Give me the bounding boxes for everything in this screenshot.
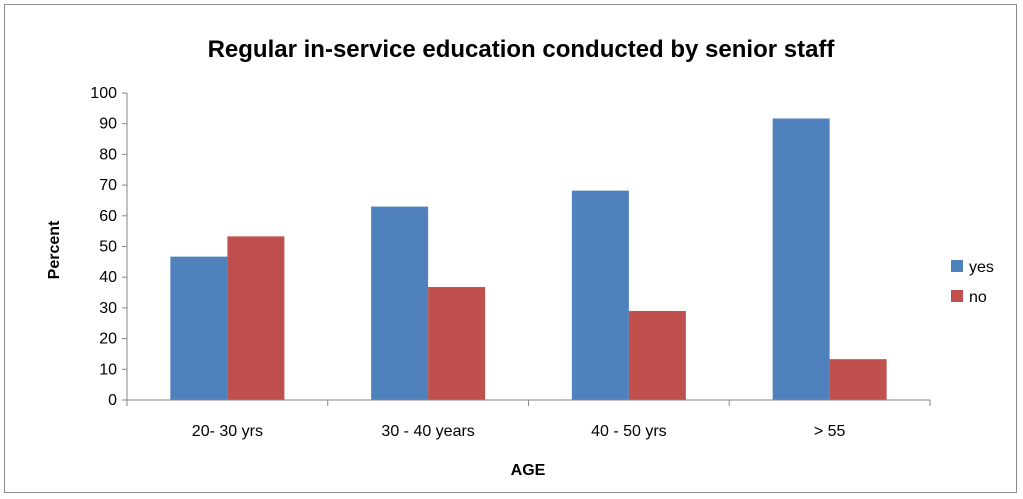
y-tick-label: 20 [99,331,117,348]
bars-group [170,118,887,400]
y-tick-label: 70 [99,177,117,194]
bar-yes [571,190,629,400]
legend-swatch-yes [951,260,963,272]
y-tick-label: 0 [108,392,117,409]
y-tick-label: 90 [99,116,117,133]
y-axis-ticks: 0 10 20 30 40 50 60 70 80 90 100 [90,85,127,409]
y-tick-label: 30 [99,300,117,317]
x-tick-label: 40 - 50 yrs [591,423,667,440]
x-tick-label: > 55 [814,423,846,440]
x-tick-label: 20- 30 yrs [192,423,263,440]
y-tick-label: 50 [99,239,117,256]
bar-yes [371,206,429,400]
bar-no [428,287,486,400]
bar-chart: Regular in-service education conducted b… [46,36,994,479]
y-tick-label: 60 [99,208,117,225]
y-tick-label: 100 [90,85,117,102]
chart-title: Regular in-service education conducted b… [208,36,836,63]
bar-yes [170,256,228,400]
y-axis-title: Percent [46,220,63,279]
y-tick-label: 40 [99,269,117,286]
x-axis-ticks: 20- 30 yrs 30 - 40 years 40 - 50 yrs > 55 [126,400,931,440]
bar-no [227,236,285,400]
bar-no [628,310,686,400]
y-tick-label: 80 [99,146,117,163]
legend-label-no: no [969,289,987,306]
bar-no [829,359,887,400]
y-tick-label: 10 [99,361,117,378]
bar-yes [772,118,830,400]
legend-label-yes: yes [969,259,994,276]
legend-swatch-no [951,290,963,302]
x-tick-label: 30 - 40 years [381,423,474,440]
legend: yes no [951,259,994,306]
x-axis-title: AGE [511,462,546,479]
chart-frame: Regular in-service education conducted b… [4,4,1017,493]
